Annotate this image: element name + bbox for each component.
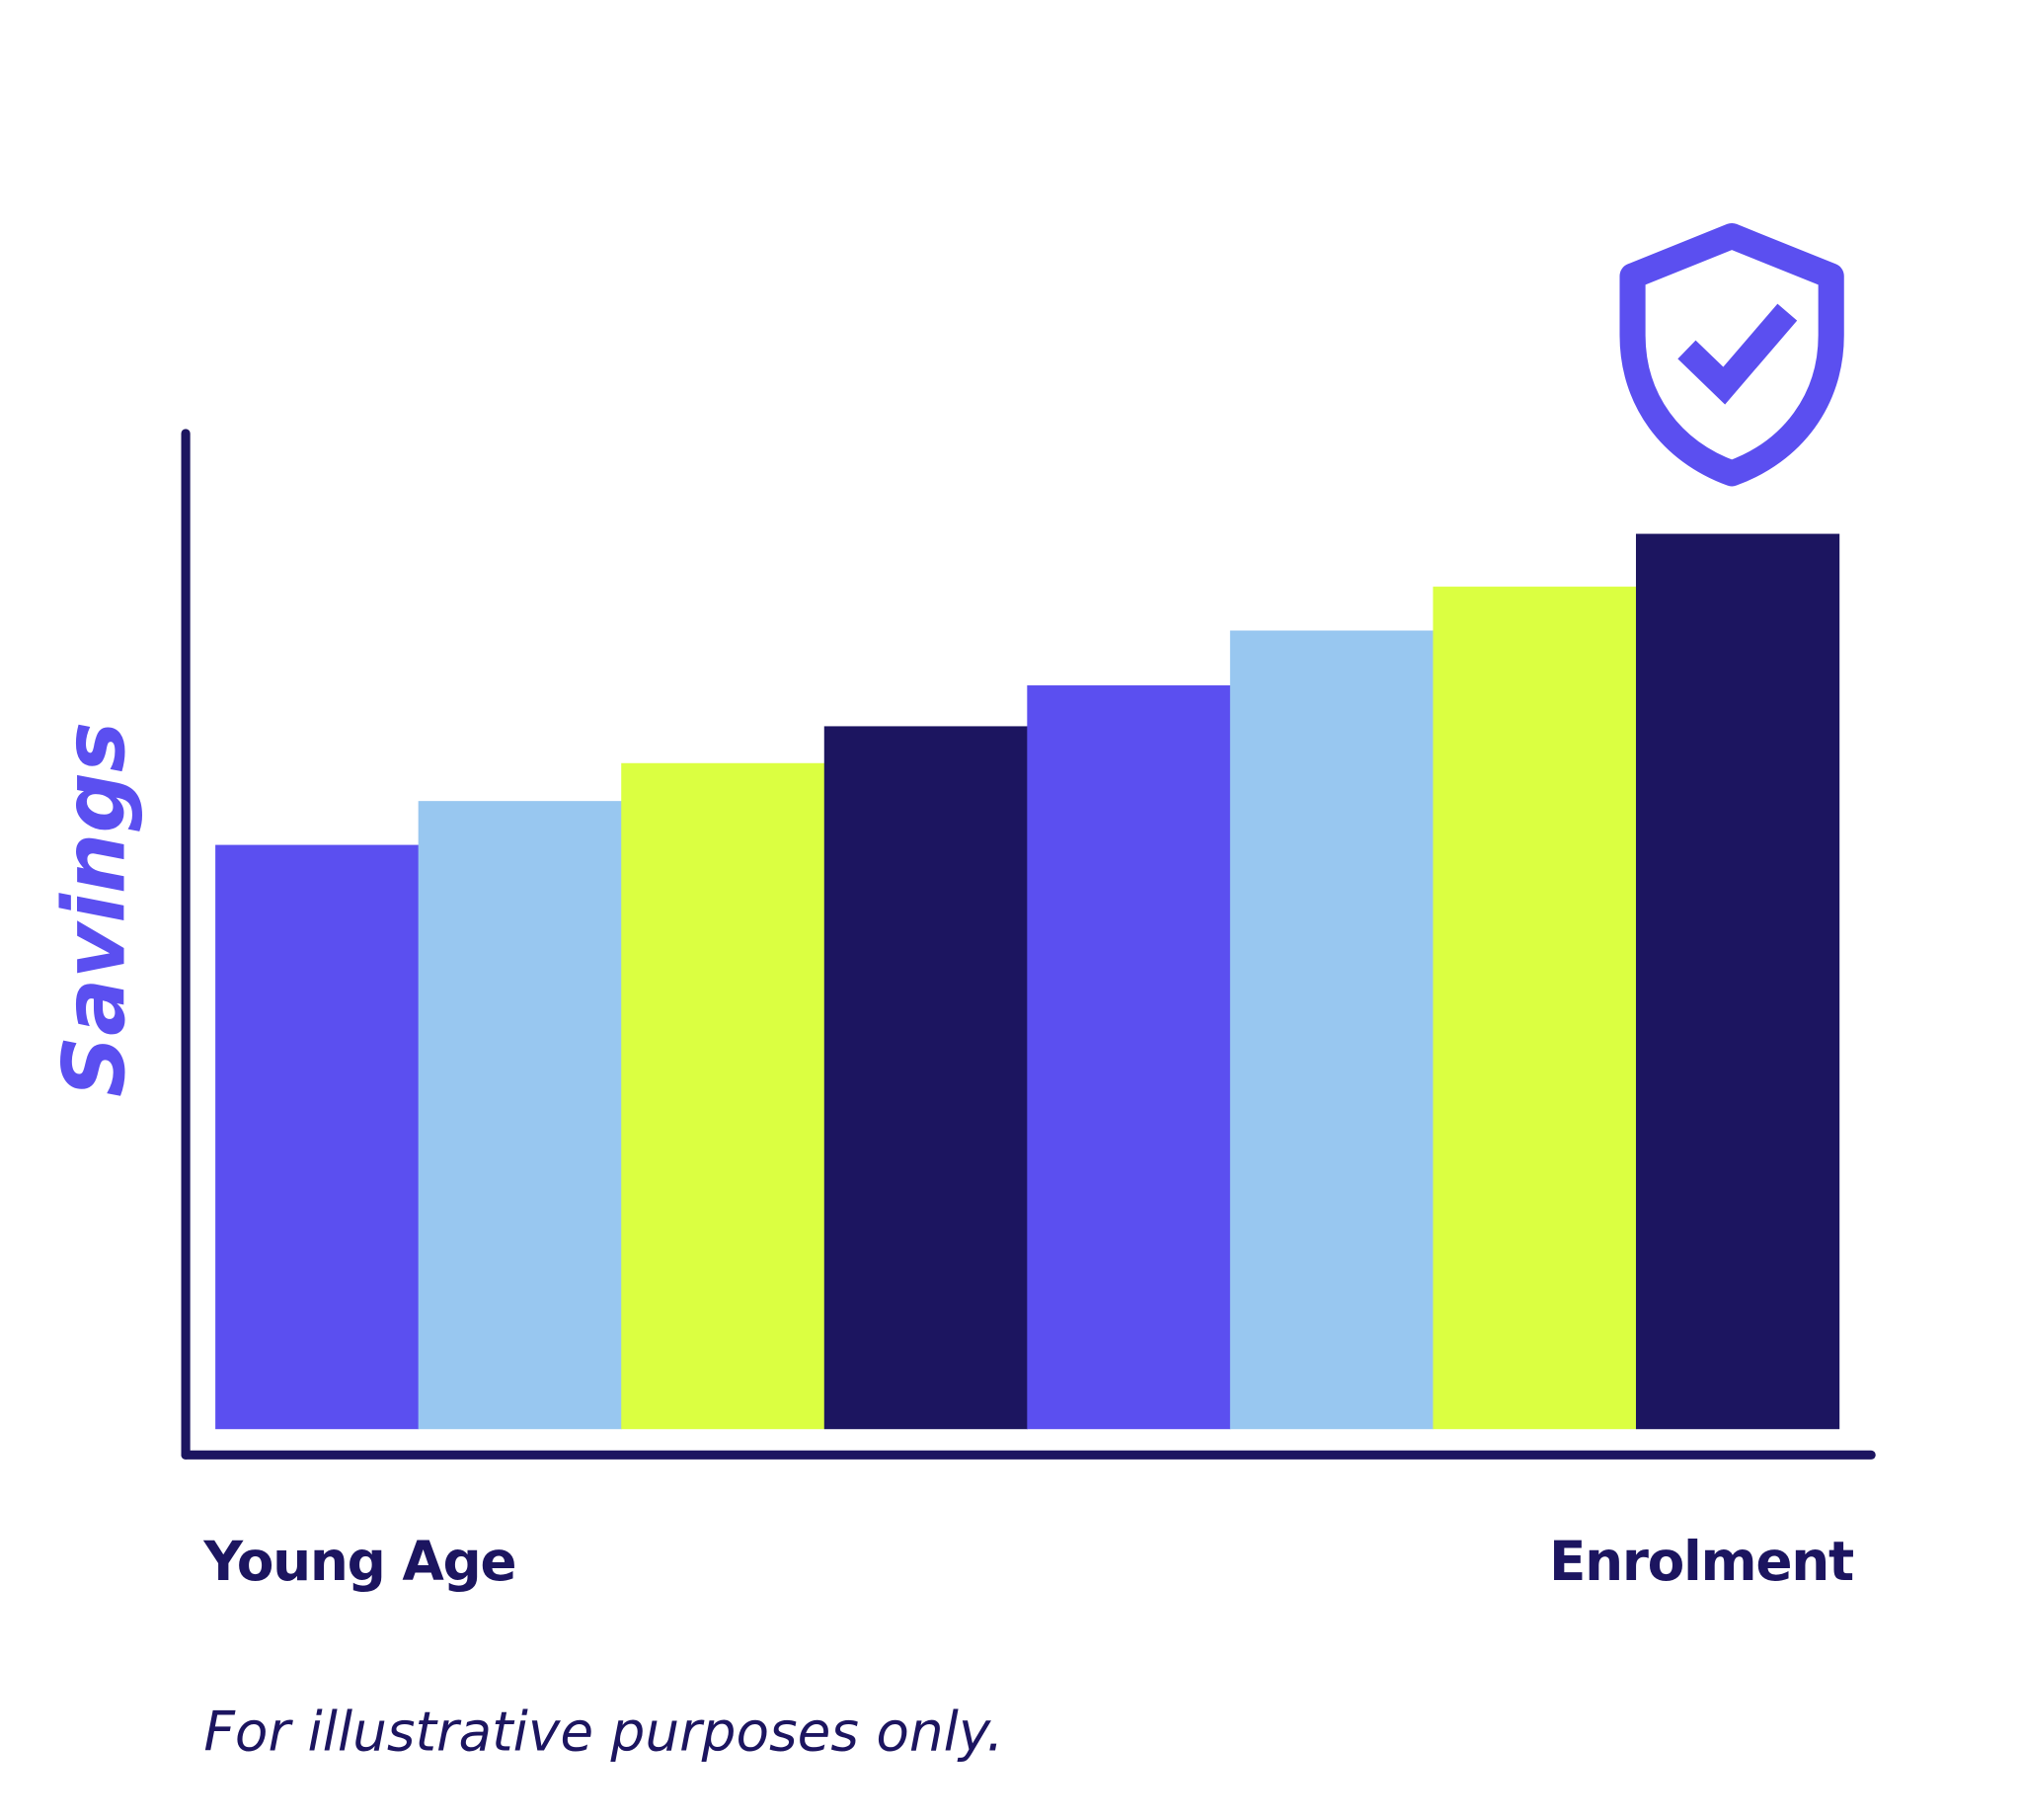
bar-3 [621,762,825,1430]
footnote: For illustrative purposes only. [203,1700,1003,1763]
bar-2 [418,801,622,1430]
bar-4 [823,726,1028,1430]
bar-1 [215,844,420,1430]
shield-check-icon [1619,222,1844,487]
bars [215,533,1840,1430]
x-axis-end-label: Enrolment [1549,1530,1853,1593]
bar-5 [1027,685,1231,1430]
bar-6 [1229,630,1435,1430]
x-axis-start-label: Young Age [202,1530,515,1593]
bar-8 [1635,533,1840,1430]
y-axis-label: Savings [45,722,144,1097]
bar-7 [1433,587,1637,1430]
